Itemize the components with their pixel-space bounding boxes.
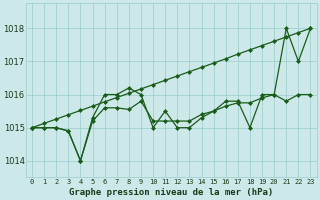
X-axis label: Graphe pression niveau de la mer (hPa): Graphe pression niveau de la mer (hPa) [69, 188, 273, 197]
